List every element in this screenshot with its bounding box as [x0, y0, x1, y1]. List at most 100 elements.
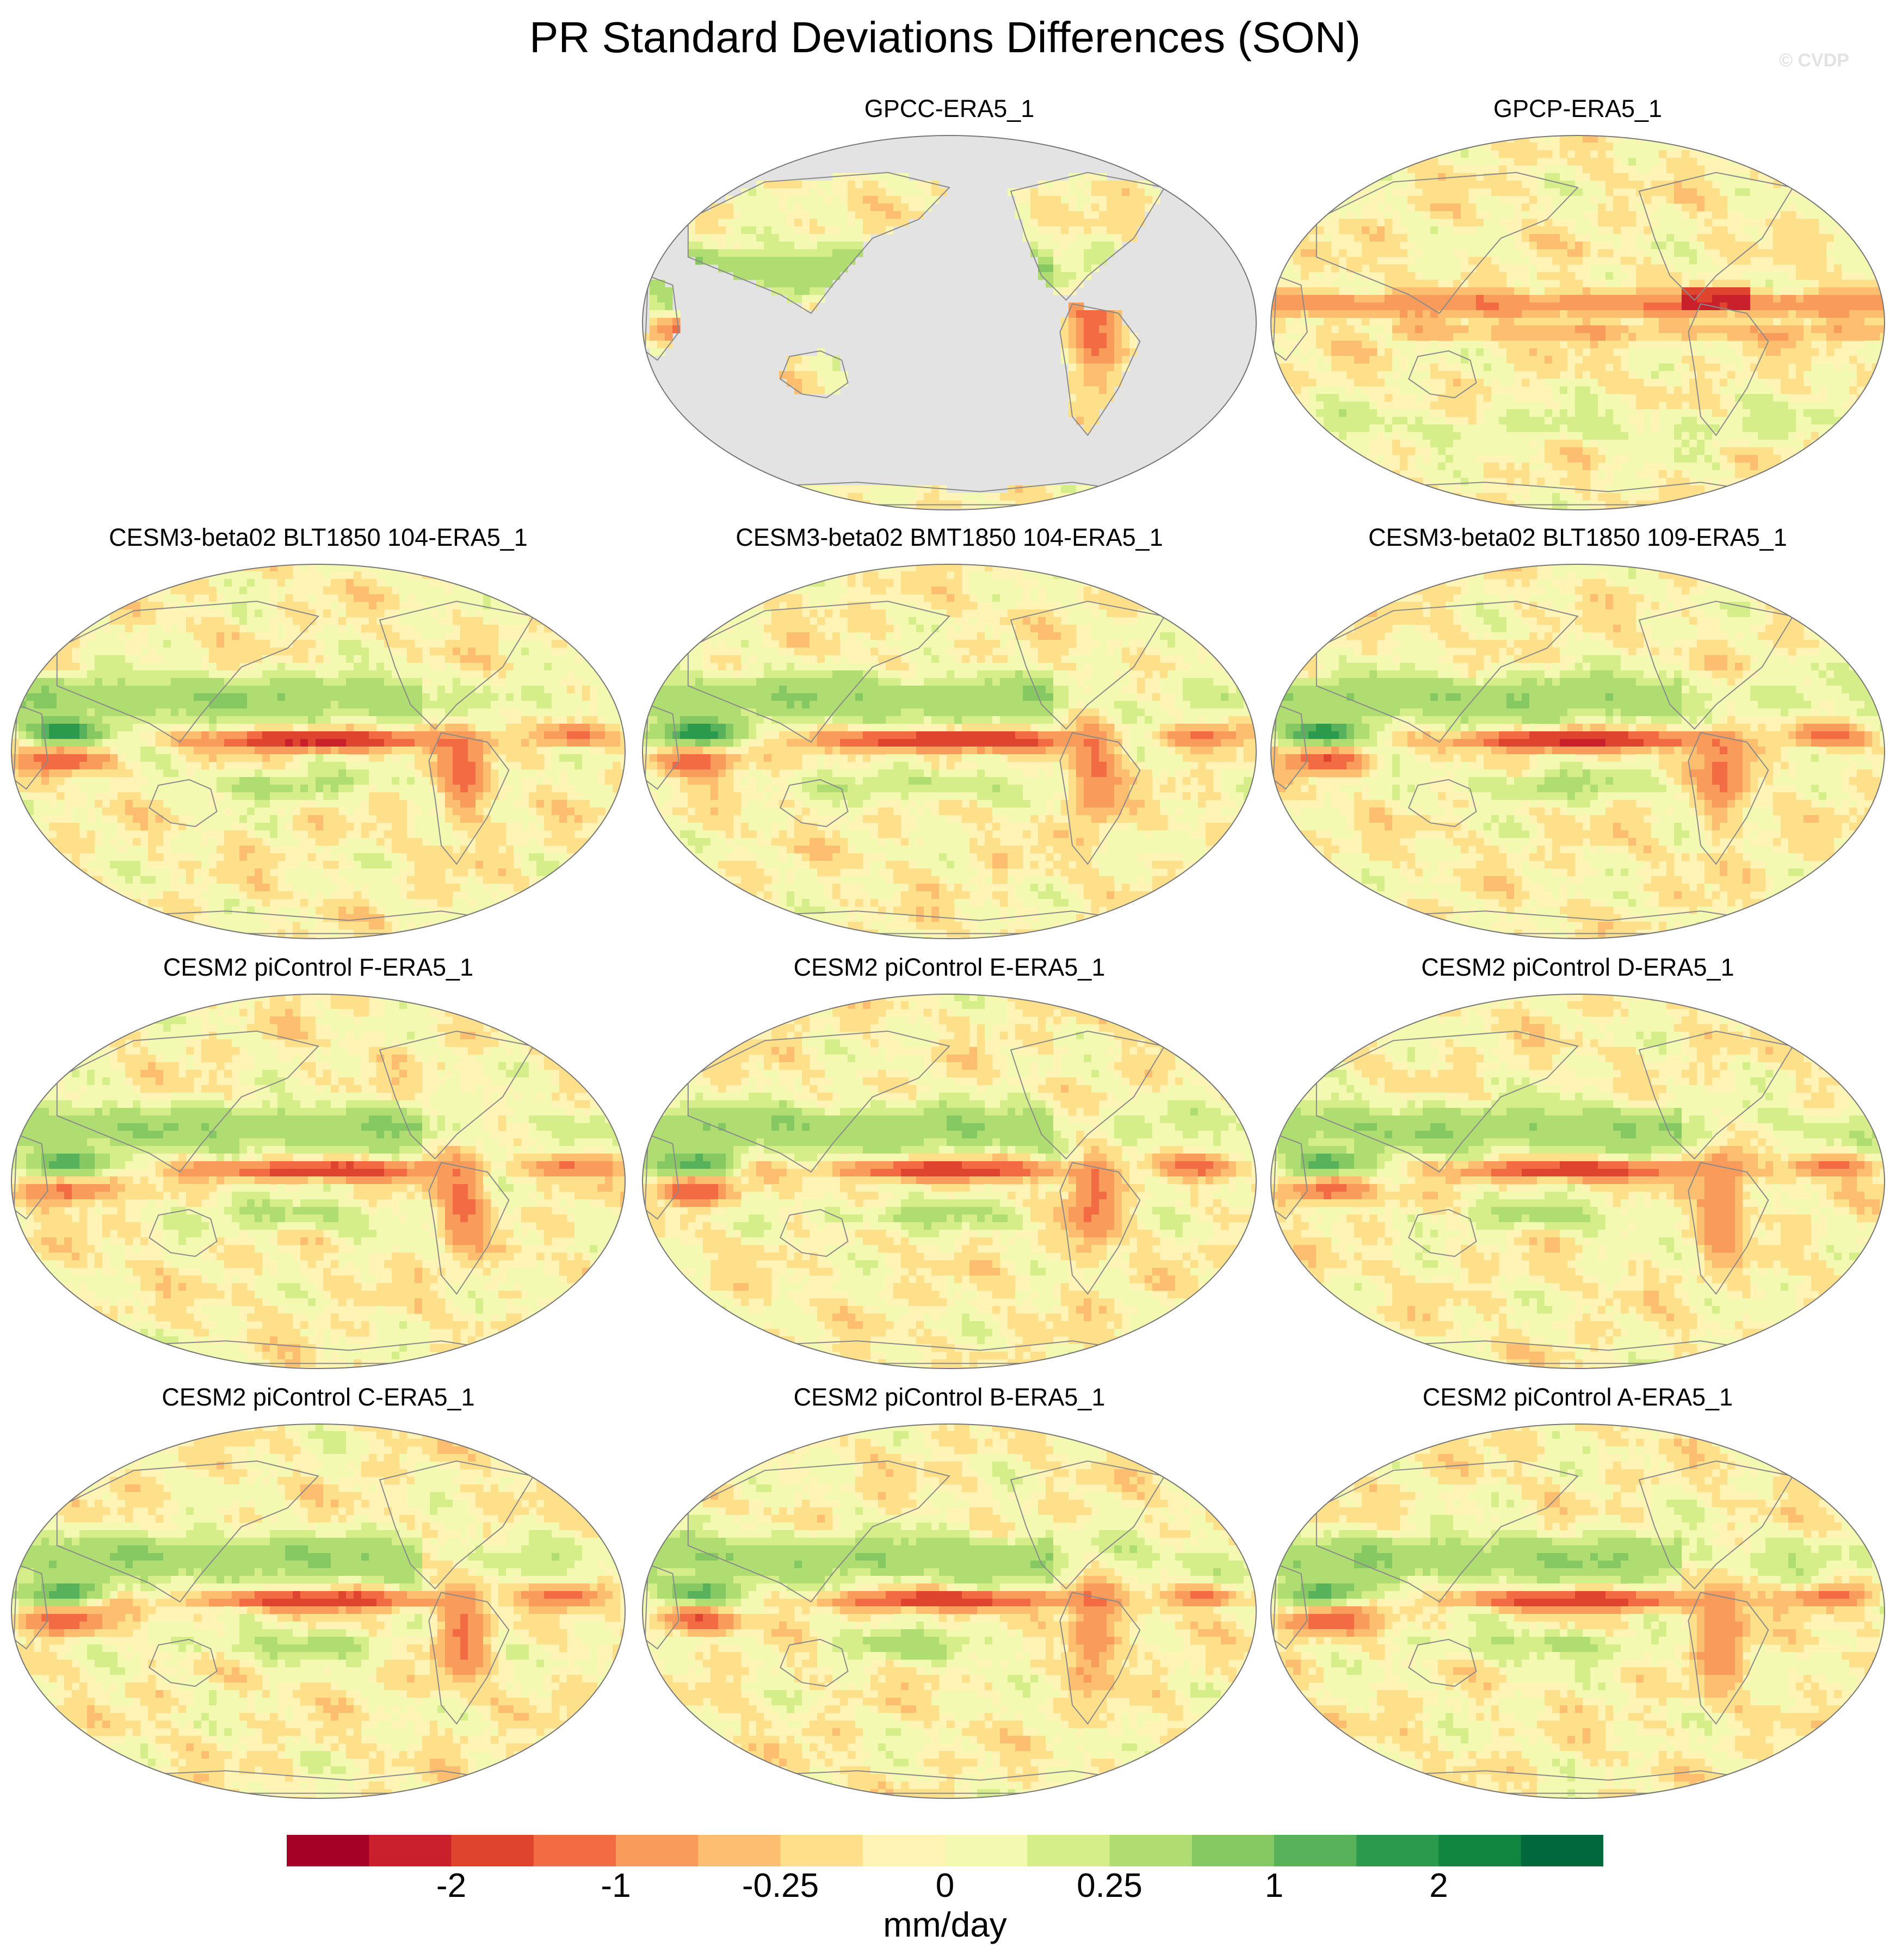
coastline-samerica	[1688, 1592, 1769, 1725]
map-panel: CESM2 piControl D-ERA5_1	[1270, 952, 1885, 1377]
map-background	[643, 135, 1256, 510]
map-panel-title: CESM2 piControl C-ERA5_1	[11, 1382, 626, 1413]
world-map	[11, 1423, 626, 1799]
world-map	[642, 994, 1257, 1369]
map-panel-title: CESM2 piControl E-ERA5_1	[642, 952, 1257, 983]
coastline-africa	[1273, 1133, 1308, 1220]
map-panel-title: GPCC-ERA5_1	[642, 94, 1257, 124]
map-panel-title: GPCP-ERA5_1	[1270, 94, 1885, 124]
coastline-samerica	[1059, 732, 1141, 865]
world-map	[1270, 1423, 1885, 1799]
coastline-australia	[149, 779, 218, 828]
colorbar-swatch	[1191, 1835, 1275, 1866]
map-border	[642, 994, 1257, 1369]
map-panel: CESM2 piControl C-ERA5_1	[11, 1382, 626, 1807]
map-border	[1270, 1423, 1885, 1799]
coastline-australia	[1408, 1638, 1477, 1687]
colorbar-tick-label: 0	[891, 1866, 999, 1905]
colorbar-swatch	[616, 1835, 699, 1866]
coastline-namerica	[1010, 600, 1166, 730]
coastline-samerica	[1688, 303, 1769, 436]
map-panel-title: CESM2 piControl B-ERA5_1	[642, 1382, 1257, 1413]
coastline-africa	[1273, 704, 1308, 790]
map-panel-title: CESM2 piControl F-ERA5_1	[11, 952, 626, 983]
coastline-africa	[644, 275, 680, 361]
coastline-samerica	[428, 732, 510, 865]
world-map	[1270, 564, 1885, 939]
map-panel: CESM2 piControl B-ERA5_1	[642, 1382, 1257, 1807]
coastline-australia	[780, 779, 849, 828]
map-panel: CESM2 piControl A-ERA5_1	[1270, 1382, 1885, 1807]
coastline-asia	[56, 600, 319, 743]
colorbar-tick-label: -0.25	[726, 1866, 835, 1905]
world-map	[642, 1423, 1257, 1799]
coastline-samerica	[428, 1592, 510, 1725]
map-panel: GPCC-ERA5_1	[642, 94, 1257, 518]
coastline-samerica	[1688, 1162, 1769, 1295]
colorbar-tick-label: 0.25	[1055, 1866, 1164, 1905]
map-panel-title: CESM3-beta02 BMT1850 104-ERA5_1	[642, 522, 1257, 553]
colorbar-swatch	[1027, 1835, 1110, 1866]
colorbar-swatch	[698, 1835, 781, 1866]
coastline-australia	[780, 1209, 849, 1258]
map-panel-title: CESM3-beta02 BLT1850 109-ERA5_1	[1270, 522, 1885, 553]
coastline-samerica	[1059, 1162, 1141, 1295]
map-panel: CESM3-beta02 BMT1850 104-ERA5_1	[642, 522, 1257, 947]
figure-title: PR Standard Deviations Differences (SON)	[0, 13, 1890, 62]
map-panel: GPCP-ERA5_1	[1270, 94, 1885, 518]
map-panel-title: CESM2 piControl D-ERA5_1	[1270, 952, 1885, 983]
colorbar-swatch	[1274, 1835, 1357, 1866]
coastline-asia	[687, 1030, 950, 1173]
coastline-samerica	[1688, 732, 1769, 865]
map-border	[11, 994, 626, 1369]
world-map	[1270, 994, 1885, 1369]
colorbar-swatch	[451, 1835, 534, 1866]
coastline-asia	[1315, 1030, 1579, 1173]
world-map	[642, 135, 1257, 510]
coastline-africa	[1273, 275, 1308, 361]
coastline-namerica	[379, 1030, 535, 1160]
colorbar-swatch	[533, 1835, 616, 1866]
coastline-namerica	[1010, 1460, 1166, 1590]
map-border	[1270, 994, 1885, 1369]
coastline-namerica	[1638, 1460, 1794, 1590]
map-panel: CESM2 piControl F-ERA5_1	[11, 952, 626, 1377]
coastline-africa	[13, 1563, 48, 1650]
coastline-australia	[780, 350, 849, 399]
coastline-asia	[1315, 600, 1579, 743]
coastline-australia	[1408, 350, 1477, 399]
colorbar	[287, 1835, 1603, 1866]
world-map	[642, 564, 1257, 939]
coastline-samerica	[428, 1162, 510, 1295]
coastline-africa	[644, 704, 680, 790]
colorbar-swatch	[369, 1835, 452, 1866]
coastline-namerica	[1638, 1030, 1794, 1160]
map-border	[1270, 564, 1885, 939]
coastline-africa	[13, 704, 48, 790]
coastline-africa	[644, 1133, 680, 1220]
coastline-africa	[644, 1563, 680, 1650]
coastline-australia	[149, 1209, 218, 1258]
colorbar-units: mm/day	[0, 1904, 1890, 1945]
coastline-samerica	[1059, 303, 1141, 436]
colorbar-tick-label: 1	[1220, 1866, 1329, 1905]
coastline-australia	[780, 1638, 849, 1687]
colorbar-tick-label: -2	[397, 1866, 506, 1905]
coastline-namerica	[1638, 600, 1794, 730]
coastline-australia	[1408, 1209, 1477, 1258]
world-map	[11, 564, 626, 939]
map-border	[1270, 135, 1885, 510]
coastline-namerica	[379, 600, 535, 730]
coastline-asia	[1315, 171, 1579, 315]
map-panel: CESM3-beta02 BLT1850 109-ERA5_1	[1270, 522, 1885, 947]
colorbar-swatch	[945, 1835, 1028, 1866]
map-border	[642, 135, 1257, 510]
colorbar-swatch	[1109, 1835, 1193, 1866]
map-panel: CESM3-beta02 BLT1850 104-ERA5_1	[11, 522, 626, 947]
coastline-asia	[56, 1460, 319, 1603]
map-border	[11, 1423, 626, 1799]
map-panel: CESM2 piControl E-ERA5_1	[642, 952, 1257, 1377]
colorbar-swatch	[287, 1835, 369, 1866]
coastline-namerica	[1638, 171, 1794, 301]
coastline-asia	[687, 600, 950, 743]
